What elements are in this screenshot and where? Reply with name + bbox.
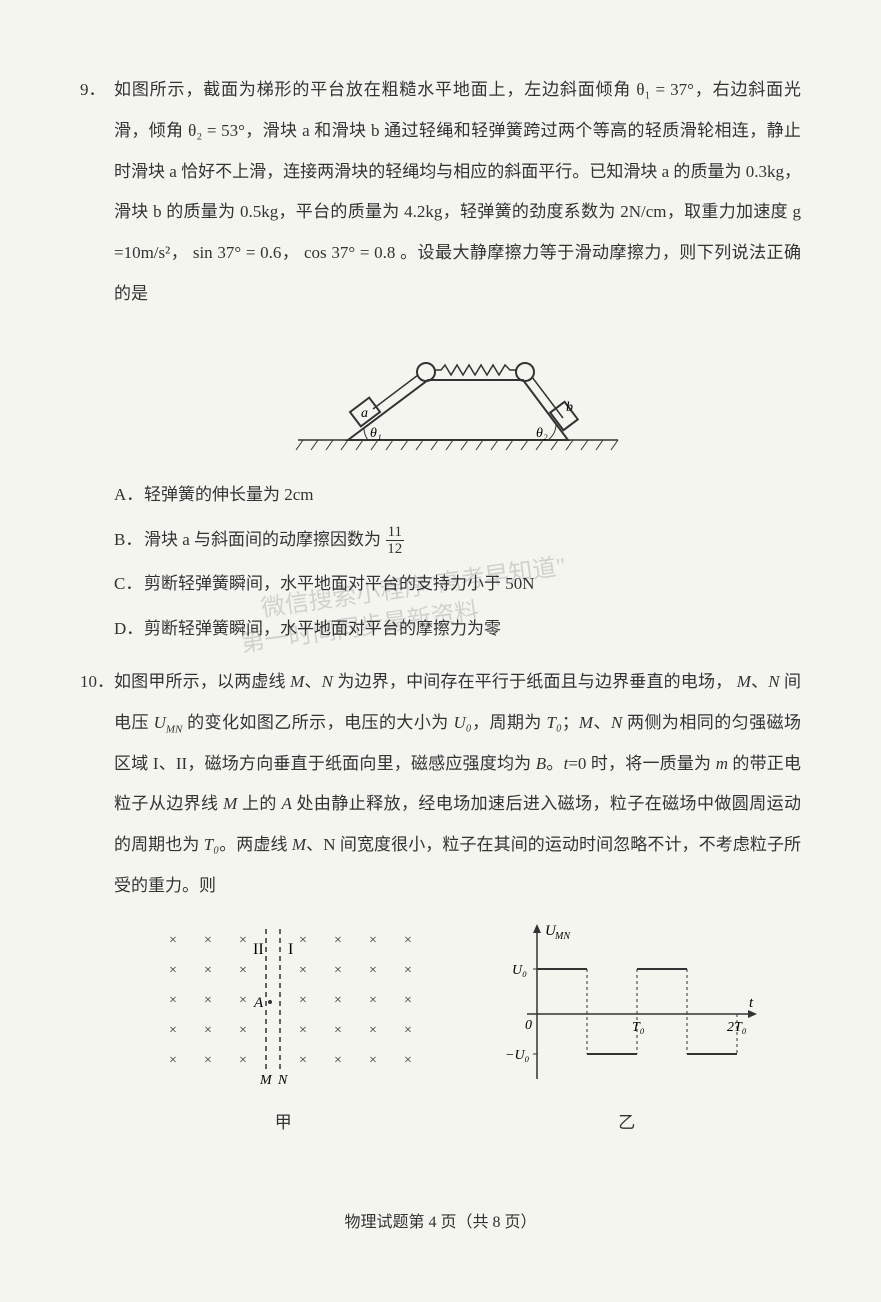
svg-text:×: × xyxy=(239,963,247,978)
svg-text:×: × xyxy=(404,1053,412,1068)
svg-text:2T₀: 2T₀ xyxy=(727,1020,747,1035)
q9-options: A． 轻弹簧的伸长量为 2cm B． 滑块 a 与斜面间的动摩擦因数为 11 1… xyxy=(114,475,801,650)
q9-figure: a b θ₁ θ₂ xyxy=(114,325,801,465)
svg-text:×: × xyxy=(334,993,342,1008)
svg-text:×: × xyxy=(334,963,342,978)
field-diagram: ××× ×××× ××× ×××× ××× ×××× ××× ×××× ××× … xyxy=(148,919,418,1099)
svg-text:×: × xyxy=(239,1023,247,1038)
svg-text:T₀: T₀ xyxy=(632,1020,645,1035)
svg-text:A: A xyxy=(253,995,264,1011)
q10-figures: ××× ×××× ××× ×××× ××× ×××× ××× ×××× ××× … xyxy=(114,919,801,1144)
svg-text:−U₀: −U₀ xyxy=(505,1048,530,1063)
page-footer: 物理试题第 4 页（共 8 页） xyxy=(80,1204,801,1242)
fig-label-jia: 甲 xyxy=(148,1103,418,1144)
svg-text:×: × xyxy=(404,1023,412,1038)
q9-opt-b: B． 滑块 a 与斜面间的动摩擦因数为 11 12 xyxy=(114,520,801,561)
svg-text:×: × xyxy=(369,963,377,978)
q9-number: 9． xyxy=(80,70,114,654)
q9-text: 如图所示，截面为梯形的平台放在粗糙水平地面上，左边斜面倾角 θ₁ = 37°，右… xyxy=(114,70,801,315)
svg-text:×: × xyxy=(404,963,412,978)
svg-text:I: I xyxy=(288,941,293,958)
opt-label: D． xyxy=(114,609,144,650)
q9-opt-c: C． 剪断轻弹簧瞬间，水平地面对平台的支持力小于 50N xyxy=(114,564,801,605)
svg-text:b: b xyxy=(566,400,573,415)
opt-text: 滑块 a 与斜面间的动摩擦因数为 11 12 xyxy=(144,520,404,561)
trapezoid-diagram: a b θ₁ θ₂ xyxy=(278,325,638,465)
svg-text:×: × xyxy=(369,933,377,948)
svg-text:θ₁: θ₁ xyxy=(370,426,382,441)
q10-fig-jia: ××× ×××× ××× ×××× ××× ×××× ××× ×××× ××× … xyxy=(148,919,418,1144)
q9-opt-d: D． 剪断轻弹簧瞬间，水平地面对平台的摩擦力为零 xyxy=(114,609,801,650)
question-10: 10． 如图甲所示，以两虚线 M、N 为边界，中间存在平行于纸面且与边界垂直的电… xyxy=(80,662,801,1144)
svg-text:×: × xyxy=(299,933,307,948)
opt-label: B． xyxy=(114,520,144,561)
svg-text:×: × xyxy=(204,933,212,948)
svg-text:×: × xyxy=(204,993,212,1008)
svg-text:×: × xyxy=(239,1053,247,1068)
q10-fig-yi: U MN t 0 U₀ −U₀ xyxy=(487,919,767,1144)
q10-number: 10． xyxy=(80,662,114,1144)
svg-text:θ₂: θ₂ xyxy=(536,426,548,441)
svg-text:×: × xyxy=(299,1023,307,1038)
svg-text:×: × xyxy=(334,933,342,948)
svg-text:×: × xyxy=(169,1023,177,1038)
fraction: 11 12 xyxy=(385,524,404,558)
opt-text: 剪断轻弹簧瞬间，水平地面对平台的支持力小于 50N xyxy=(144,564,535,605)
q9-opt-a: A． 轻弹簧的伸长量为 2cm xyxy=(114,475,801,516)
fig-label-yi: 乙 xyxy=(487,1103,767,1144)
svg-text:MN: MN xyxy=(554,931,571,942)
opt-label: A． xyxy=(114,475,144,516)
svg-text:II: II xyxy=(253,941,264,958)
svg-text:×: × xyxy=(169,963,177,978)
svg-text:×: × xyxy=(204,1053,212,1068)
svg-text:×: × xyxy=(404,993,412,1008)
opt-text: 轻弹簧的伸长量为 2cm xyxy=(144,475,314,516)
svg-text:N: N xyxy=(277,1073,288,1088)
svg-text:M: M xyxy=(259,1073,273,1088)
svg-text:×: × xyxy=(369,1023,377,1038)
voltage-graph: U MN t 0 U₀ −U₀ xyxy=(487,919,767,1099)
opt-text: 剪断轻弹簧瞬间，水平地面对平台的摩擦力为零 xyxy=(144,609,501,650)
svg-text:×: × xyxy=(239,993,247,1008)
svg-text:×: × xyxy=(204,963,212,978)
svg-text:×: × xyxy=(239,933,247,948)
svg-text:×: × xyxy=(334,1053,342,1068)
svg-text:×: × xyxy=(299,1053,307,1068)
svg-text:×: × xyxy=(299,993,307,1008)
opt-label: C． xyxy=(114,564,144,605)
svg-text:×: × xyxy=(169,933,177,948)
svg-text:×: × xyxy=(299,963,307,978)
svg-text:t: t xyxy=(749,995,754,1011)
svg-text:×: × xyxy=(169,1053,177,1068)
svg-text:a: a xyxy=(361,406,368,421)
question-9: 9． 如图所示，截面为梯形的平台放在粗糙水平地面上，左边斜面倾角 θ₁ = 37… xyxy=(80,70,801,654)
svg-text:0: 0 xyxy=(525,1018,532,1033)
svg-text:×: × xyxy=(169,993,177,1008)
q9-body: 如图所示，截面为梯形的平台放在粗糙水平地面上，左边斜面倾角 θ₁ = 37°，右… xyxy=(114,70,801,654)
svg-text:×: × xyxy=(404,933,412,948)
svg-text:U₀: U₀ xyxy=(512,963,527,978)
svg-text:×: × xyxy=(369,993,377,1008)
svg-text:×: × xyxy=(334,1023,342,1038)
svg-text:×: × xyxy=(369,1053,377,1068)
q10-body: 如图甲所示，以两虚线 M、N 为边界，中间存在平行于纸面且与边界垂直的电场， M… xyxy=(114,662,801,1144)
svg-text:×: × xyxy=(204,1023,212,1038)
q10-text: 如图甲所示，以两虚线 M、N 为边界，中间存在平行于纸面且与边界垂直的电场， M… xyxy=(114,662,801,907)
